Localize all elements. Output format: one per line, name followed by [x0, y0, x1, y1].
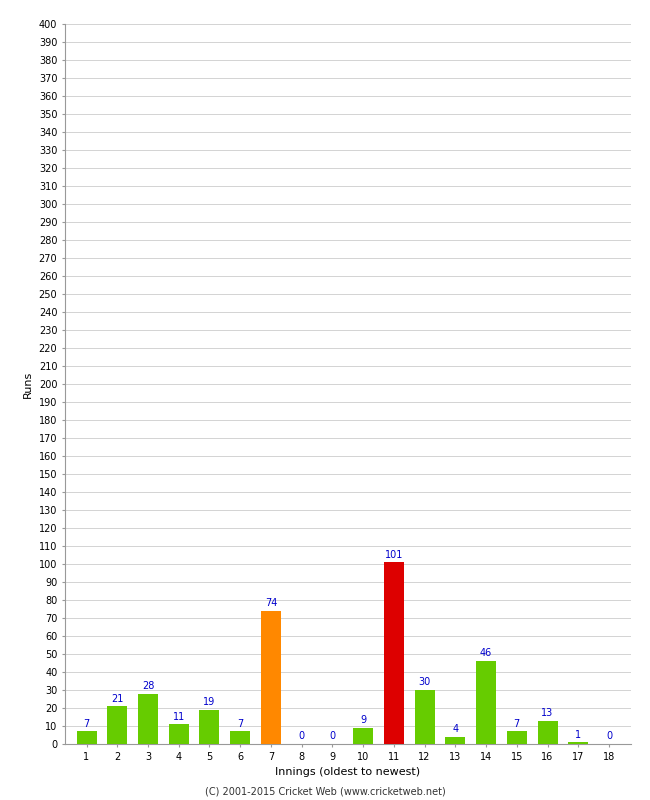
Bar — [415, 690, 435, 744]
Bar — [77, 731, 96, 744]
Text: 7: 7 — [514, 718, 520, 729]
Text: (C) 2001-2015 Cricket Web (www.cricketweb.net): (C) 2001-2015 Cricket Web (www.cricketwe… — [205, 786, 445, 796]
Text: 28: 28 — [142, 681, 154, 691]
Bar — [384, 562, 404, 744]
Bar — [261, 611, 281, 744]
Text: 0: 0 — [330, 731, 335, 742]
Bar — [507, 731, 526, 744]
Bar — [200, 710, 220, 744]
Text: 30: 30 — [419, 678, 431, 687]
Text: 7: 7 — [83, 718, 90, 729]
Text: 7: 7 — [237, 718, 243, 729]
Text: 0: 0 — [606, 731, 612, 742]
Text: 46: 46 — [480, 649, 492, 658]
Text: 19: 19 — [203, 697, 216, 707]
Text: 9: 9 — [360, 715, 366, 725]
Text: 13: 13 — [541, 708, 554, 718]
Text: 1: 1 — [575, 730, 581, 739]
Bar — [138, 694, 158, 744]
Text: 21: 21 — [111, 694, 124, 703]
Bar — [230, 731, 250, 744]
Y-axis label: Runs: Runs — [23, 370, 33, 398]
X-axis label: Innings (oldest to newest): Innings (oldest to newest) — [275, 767, 421, 777]
Text: 11: 11 — [173, 711, 185, 722]
Bar — [445, 737, 465, 744]
Text: 101: 101 — [385, 550, 403, 559]
Bar — [353, 728, 373, 744]
Text: 0: 0 — [298, 731, 305, 742]
Bar — [107, 706, 127, 744]
Text: 4: 4 — [452, 724, 458, 734]
Text: 74: 74 — [265, 598, 277, 608]
Bar — [538, 721, 558, 744]
Bar — [169, 724, 188, 744]
Bar — [476, 661, 496, 744]
Bar — [568, 742, 588, 744]
